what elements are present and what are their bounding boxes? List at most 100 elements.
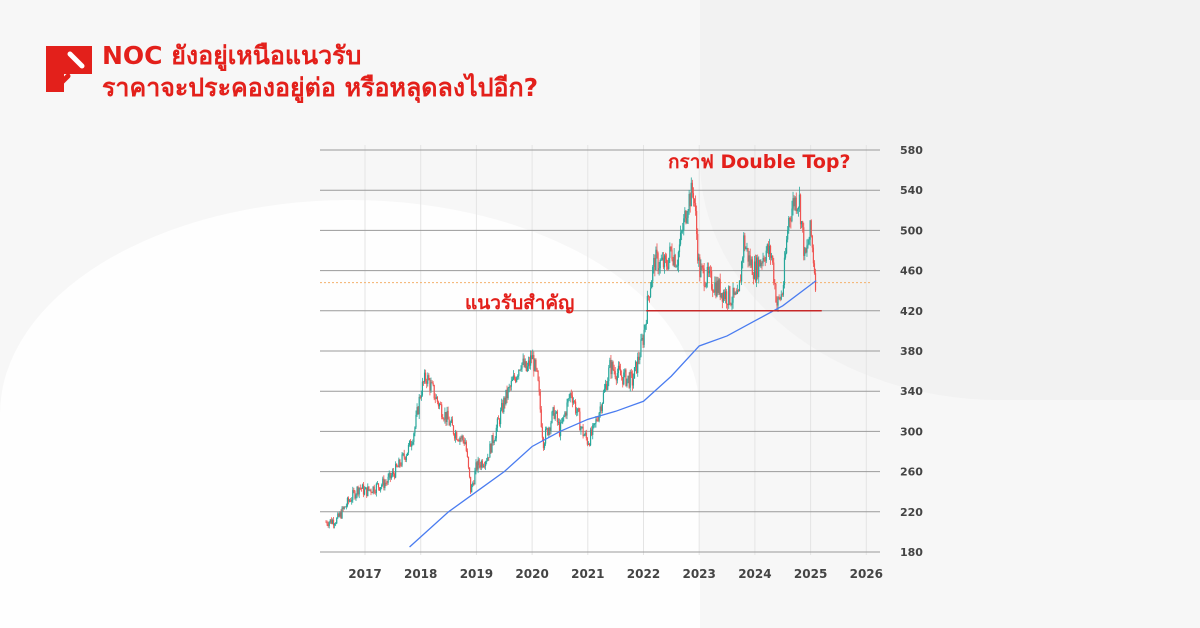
candle-body bbox=[374, 492, 376, 494]
candle-body bbox=[470, 476, 472, 493]
candle-body bbox=[690, 182, 692, 207]
candle-body bbox=[712, 288, 714, 292]
candle-body bbox=[749, 255, 751, 266]
candle-body bbox=[473, 483, 475, 485]
candle-body bbox=[658, 268, 660, 271]
candle-body bbox=[757, 257, 759, 278]
candle-body bbox=[368, 486, 370, 491]
candle-body bbox=[574, 401, 577, 413]
candle-body bbox=[378, 487, 381, 491]
candle-body bbox=[325, 521, 327, 523]
candle-body bbox=[677, 252, 680, 266]
candle-body bbox=[460, 437, 462, 439]
candle-body bbox=[415, 414, 417, 428]
candle-body bbox=[485, 461, 487, 467]
candle-body bbox=[328, 522, 330, 526]
candle-body bbox=[812, 247, 814, 264]
candle-body bbox=[632, 378, 635, 386]
candle-body bbox=[570, 393, 572, 396]
candle-body bbox=[728, 286, 730, 306]
candle-body bbox=[597, 420, 599, 422]
candle-body bbox=[472, 483, 474, 486]
candle-body bbox=[780, 294, 782, 300]
candle-body bbox=[747, 248, 749, 262]
candle-body bbox=[737, 290, 740, 292]
candle-body bbox=[534, 359, 536, 372]
candle-body bbox=[752, 274, 755, 279]
candle-body bbox=[418, 396, 420, 415]
candle-body bbox=[346, 497, 349, 506]
candle-body bbox=[700, 265, 702, 278]
candle-body bbox=[462, 436, 464, 441]
candle-body bbox=[678, 244, 681, 253]
candle-body bbox=[694, 202, 697, 211]
candle-body bbox=[578, 408, 580, 412]
candle-body bbox=[804, 248, 806, 256]
candle-body bbox=[407, 444, 410, 453]
candle-body bbox=[464, 442, 466, 445]
candle-body bbox=[722, 292, 725, 302]
candle-body bbox=[406, 452, 409, 456]
candle-body bbox=[732, 287, 734, 303]
candle-body bbox=[447, 410, 449, 420]
candle-body bbox=[430, 382, 432, 391]
candle-body bbox=[496, 418, 498, 428]
candle-body bbox=[457, 439, 459, 441]
candle-body bbox=[382, 478, 384, 485]
candle-body bbox=[544, 429, 547, 444]
candle-body bbox=[429, 379, 431, 391]
candle-body bbox=[356, 486, 358, 495]
candle-body bbox=[516, 377, 518, 382]
candle-body bbox=[661, 257, 663, 260]
double-top-annotation: กราฟ Double Top? bbox=[668, 151, 851, 173]
candle-body bbox=[387, 476, 389, 483]
candle-body bbox=[456, 432, 458, 440]
candle-body bbox=[613, 369, 615, 372]
candle-body bbox=[649, 288, 652, 298]
candle-body bbox=[493, 441, 495, 443]
candle-body bbox=[442, 417, 444, 419]
x-tick-label: 2021 bbox=[571, 567, 604, 581]
candle-body bbox=[375, 483, 377, 494]
candle-body bbox=[808, 239, 810, 245]
x-tick-label: 2023 bbox=[682, 567, 715, 581]
candle-body bbox=[583, 435, 585, 437]
candle-body bbox=[772, 255, 774, 263]
candle-body bbox=[610, 360, 612, 375]
candle-body bbox=[329, 519, 331, 523]
candle-body bbox=[399, 459, 401, 466]
candle-body bbox=[591, 429, 593, 435]
y-tick-label: 500 bbox=[900, 224, 923, 237]
candle-body bbox=[641, 337, 643, 340]
candle-body bbox=[461, 436, 463, 439]
candle-body bbox=[332, 520, 335, 526]
candle-body bbox=[654, 257, 656, 270]
candle-body bbox=[555, 411, 557, 414]
candle-body bbox=[726, 291, 728, 304]
candle-body bbox=[474, 470, 476, 485]
candle-body bbox=[743, 235, 745, 258]
candle-body bbox=[709, 270, 712, 272]
candle-body bbox=[537, 370, 539, 381]
candle-body bbox=[431, 382, 433, 384]
candle-body bbox=[391, 471, 394, 476]
candle-body bbox=[487, 457, 489, 461]
candle-body bbox=[715, 282, 717, 297]
candle-body bbox=[401, 454, 403, 466]
candle-body bbox=[335, 523, 337, 525]
candle-body bbox=[608, 367, 610, 382]
x-tick-label: 2025 bbox=[794, 567, 827, 581]
candle-body bbox=[330, 519, 332, 524]
candle-body bbox=[792, 198, 794, 209]
candle-body bbox=[589, 429, 592, 446]
y-tick-label: 260 bbox=[900, 466, 923, 479]
candle-body bbox=[482, 465, 485, 467]
candle-body bbox=[568, 398, 570, 399]
candle-body bbox=[372, 486, 374, 493]
y-tick-label: 380 bbox=[900, 345, 923, 358]
candle-body bbox=[467, 456, 470, 468]
candle-body bbox=[776, 302, 778, 306]
candle-body bbox=[723, 292, 726, 299]
candle-body bbox=[435, 396, 437, 399]
candle-body bbox=[501, 402, 503, 411]
